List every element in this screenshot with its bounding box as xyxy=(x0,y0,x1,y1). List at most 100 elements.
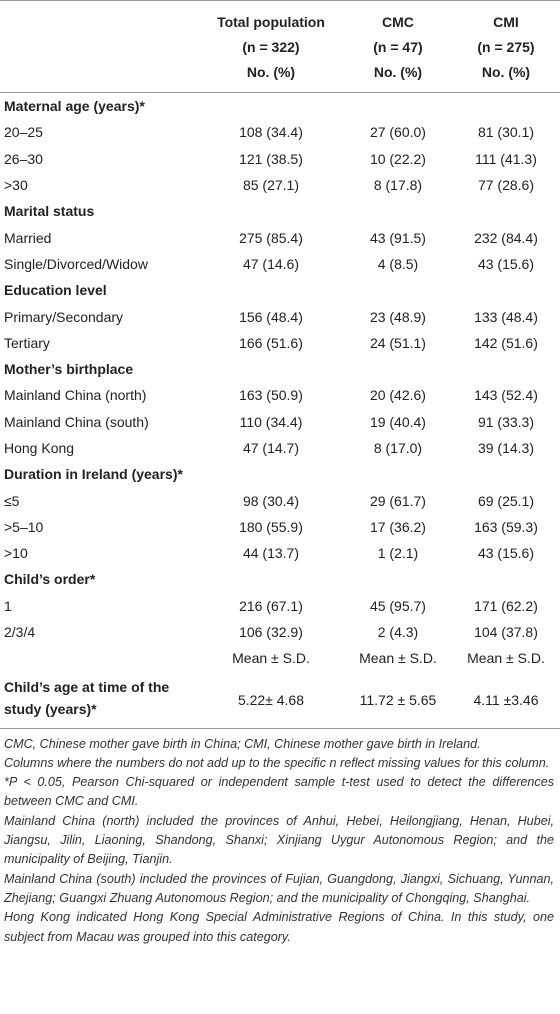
header-cell xyxy=(0,1,198,35)
row-label: Married xyxy=(4,229,52,246)
row-label: >5–10 xyxy=(4,518,44,535)
header-row: No. (%) No. (%) No. (%) xyxy=(0,59,560,93)
header-cell xyxy=(0,34,198,59)
cell: 43 (91.5) xyxy=(369,229,426,246)
row-label: Mainland China (south) xyxy=(4,413,149,430)
cell: 19 (40.4) xyxy=(369,413,426,430)
data-row: Hong Kong 47 (14.7) 8 (17.0) 39 (14.3) xyxy=(0,435,560,461)
row-label: ≤5 xyxy=(4,492,20,509)
footnote: Mainland China (south) included the prov… xyxy=(4,871,554,905)
cell: 8 (17.8) xyxy=(373,177,423,194)
cell: 166 (51.6) xyxy=(239,334,303,351)
footnote: *P < 0.05, Pearson Chi-squared or indepe… xyxy=(4,775,554,809)
header-cell: No. (%) xyxy=(198,59,344,93)
data-row: Mainland China (south) 110 (34.4) 19 (40.4… xyxy=(0,409,560,435)
data-row: 1 216 (67.1) 45 (95.7) 171 (62.2) xyxy=(0,593,560,619)
cell: 106 (32.9) xyxy=(239,624,303,641)
age-row: Child’s age at time of the study (years)… xyxy=(0,672,560,729)
section-title: Marital status xyxy=(4,203,95,220)
cell: 163 (59.3) xyxy=(474,518,538,535)
cell: 2 (4.3) xyxy=(377,624,419,641)
cell: 1 (2.1) xyxy=(377,545,419,562)
cell: 77 (28.6) xyxy=(477,177,534,194)
cell: 91 (33.3) xyxy=(477,413,534,430)
cell: 24 (51.1) xyxy=(369,334,426,351)
row-label: 2/3/4 xyxy=(4,624,36,641)
cell: 4.11 ±3.46 xyxy=(473,691,539,708)
row-label: Child’s age at time of the study (years)… xyxy=(4,678,170,717)
section-row: Maternal age (years)* xyxy=(0,93,560,120)
section-title: Child’s order* xyxy=(4,571,96,588)
footnote: Hong Kong indicated Hong Kong Special Ad… xyxy=(4,910,554,944)
header-row: (n = 322) (n = 47) (n = 275) xyxy=(0,34,560,59)
cell: 171 (62.2) xyxy=(474,597,538,614)
data-row: ≤5 98 (30.4) 29 (61.7) 69 (25.1) xyxy=(0,487,560,513)
section-row: Education level xyxy=(0,277,560,303)
section-title: Maternal age (years)* xyxy=(4,98,145,115)
row-label: 26–30 xyxy=(4,150,43,167)
row-label: >30 xyxy=(4,177,28,194)
footnotes: CMC, Chinese mother gave birth in China;… xyxy=(0,729,560,947)
cell: 11.72 ± 5.65 xyxy=(359,691,437,708)
cell: Mean ± S.D. xyxy=(232,650,310,667)
cell: 4 (8.5) xyxy=(377,255,419,272)
data-row: >5–10 180 (55.9) 17 (36.2) 163 (59.3) xyxy=(0,514,560,540)
section-row: Marital status xyxy=(0,198,560,224)
cell: 85 (27.1) xyxy=(242,177,299,194)
section-row: Mother’s birthplace xyxy=(0,356,560,382)
cell: 110 (34.4) xyxy=(239,413,303,430)
cell: 45 (95.7) xyxy=(369,597,426,614)
cell: 10 (22.2) xyxy=(369,150,426,167)
data-row: 20–25 108 (34.4) 27 (60.0) 81 (30.1) xyxy=(0,119,560,145)
cell: 180 (55.9) xyxy=(239,518,303,535)
header-cell: CMI xyxy=(493,13,519,30)
cell: 39 (14.3) xyxy=(477,440,534,456)
cell: 27 (60.0) xyxy=(369,124,426,141)
cell: 69 (25.1) xyxy=(477,492,534,509)
section-row: Duration in Ireland (years)* xyxy=(0,461,560,487)
data-row: >10 44 (13.7) 1 (2.1) 43 (15.6) xyxy=(0,540,560,566)
row-label: Primary/Secondary xyxy=(4,308,124,325)
row-label: Mainland China (north) xyxy=(4,387,147,404)
cell: 23 (48.9) xyxy=(369,308,426,325)
cell: 142 (51.6) xyxy=(474,334,538,351)
data-row: 2/3/4 106 (32.9) 2 (4.3) 104 (37.8) xyxy=(0,619,560,645)
header-row: Total population CMC CMI xyxy=(0,1,560,35)
cell: 156 (48.4) xyxy=(239,308,303,325)
cell: 17 (36.2) xyxy=(369,518,426,535)
cell: 44 (13.7) xyxy=(242,545,299,562)
cell: 143 (52.4) xyxy=(474,387,538,404)
row-label: 20–25 xyxy=(4,124,43,141)
cell: 133 (48.4) xyxy=(474,308,538,325)
footnote: CMC, Chinese mother gave birth in China;… xyxy=(4,736,481,751)
cell: 29 (61.7) xyxy=(369,492,426,509)
section-title: Education level xyxy=(4,282,107,299)
cell: 81 (30.1) xyxy=(477,124,534,141)
cell: 275 (85.4) xyxy=(239,229,303,246)
data-row: Primary/Secondary 156 (48.4) 23 (48.9) 133 … xyxy=(0,303,560,329)
cell: 47 (14.6) xyxy=(242,255,299,272)
cell: 104 (37.8) xyxy=(474,624,538,641)
cell: 108 (34.4) xyxy=(239,124,303,141)
cell: 121 (38.5) xyxy=(239,150,303,167)
cell: 20 (42.6) xyxy=(369,387,426,404)
row-label: Hong Kong xyxy=(4,440,75,456)
data-row: Single/Divorced/Widow 47 (14.6) 4 (8.5) 43 … xyxy=(0,251,560,277)
section-row: Child’s order* xyxy=(0,566,560,592)
header-cell: (n = 275) xyxy=(477,38,535,55)
cell: 47 (14.7) xyxy=(242,440,299,456)
data-row: Tertiary 166 (51.6) 24 (51.1) 142 (51.6) xyxy=(0,330,560,356)
section-title: Duration in Ireland (years)* xyxy=(4,466,183,483)
cell: 43 (15.6) xyxy=(477,545,534,562)
cell: 5.22± 4.68 xyxy=(237,691,305,708)
footnote: Columns where the numbers do not add up … xyxy=(4,755,550,770)
data-row: Married 275 (85.4) 43 (91.5) 232 (84.4) xyxy=(0,224,560,250)
cell: 43 (15.6) xyxy=(477,255,534,272)
header-cell: (n = 322) xyxy=(242,38,300,55)
mean-row: Mean ± S.D. Mean ± S.D. Mean ± S.D. xyxy=(0,645,560,671)
section-title: Mother’s birthplace xyxy=(4,361,134,378)
page: Total population CMC CMI (n = 322) (n = 47)(… xyxy=(0,0,560,947)
footnote: Mainland China (north) included the prov… xyxy=(4,813,554,867)
header-cell xyxy=(0,59,198,93)
cell: 232 (84.4) xyxy=(474,229,538,246)
